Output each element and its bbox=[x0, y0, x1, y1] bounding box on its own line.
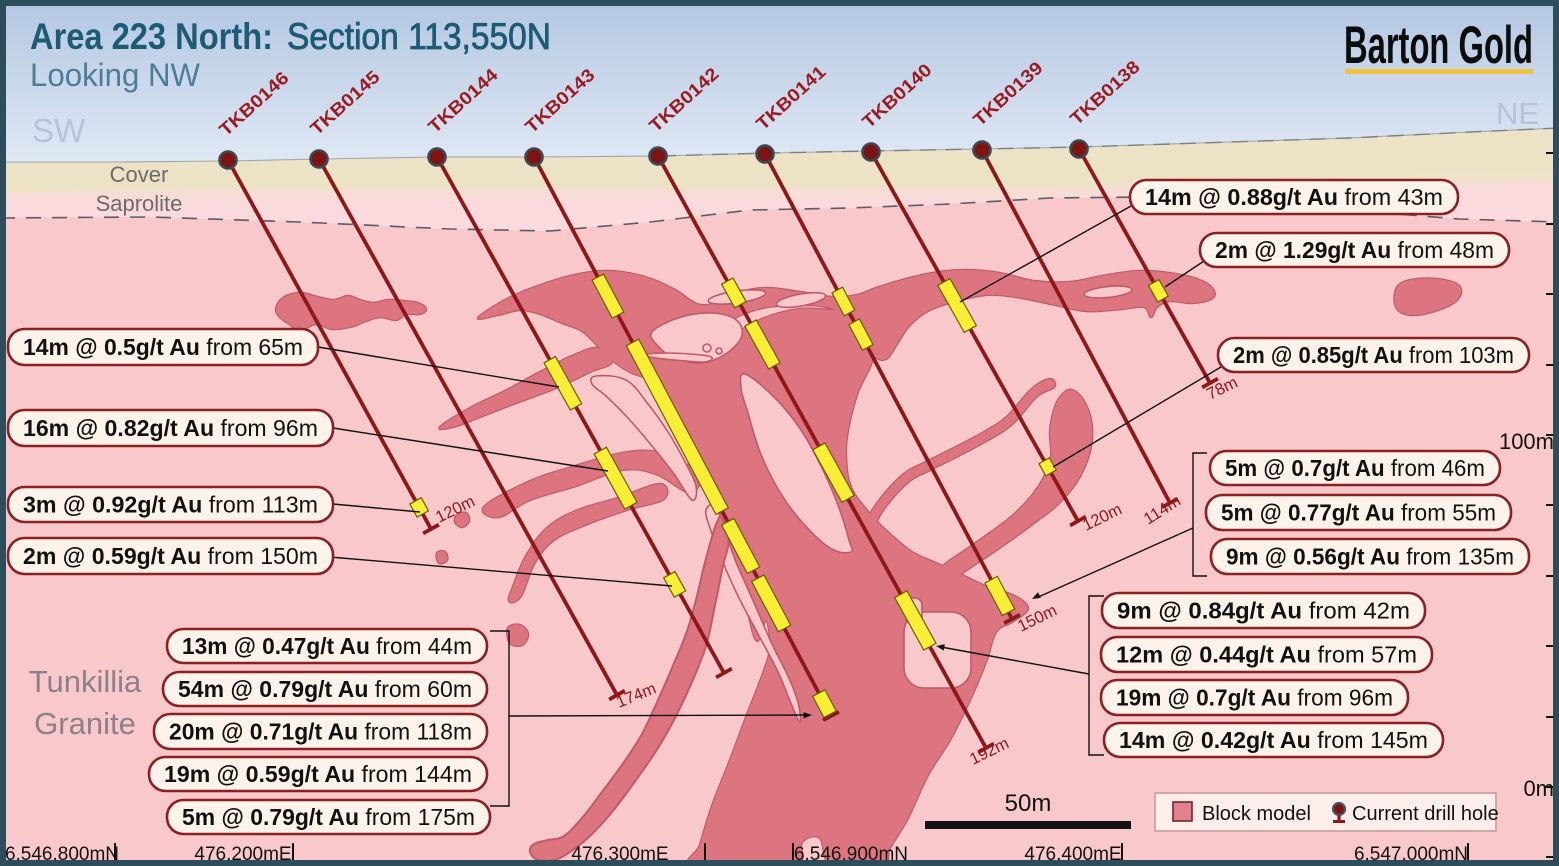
svg-text:16m @ 0.82g/t Au from 96m: 16m @ 0.82g/t Au from 96m bbox=[23, 415, 318, 441]
svg-text:9m @ 0.56g/t Au from 135m: 9m @ 0.56g/t Au from 135m bbox=[1226, 544, 1514, 570]
svg-text:Section 113,550N: Section 113,550N bbox=[287, 16, 551, 57]
svg-text:12m @ 0.44g/t Au from 57m: 12m @ 0.44g/t Au from 57m bbox=[1116, 642, 1417, 668]
svg-text:6,546,800mN: 6,546,800mN bbox=[5, 844, 119, 865]
svg-text:Looking NW: Looking NW bbox=[30, 57, 201, 93]
svg-text:2m @ 0.85g/t Au from 103m: 2m @ 0.85g/t Au from 103m bbox=[1233, 342, 1514, 368]
svg-text:5m @ 0.77g/t Au from 55m: 5m @ 0.77g/t Au from 55m bbox=[1221, 500, 1496, 526]
svg-text:19m @ 0.59g/t Au from 144m: 19m @ 0.59g/t Au from 144m bbox=[164, 761, 472, 787]
svg-text:Block model: Block model bbox=[1202, 803, 1311, 825]
svg-text:20m @ 0.71g/t Au from 118m: 20m @ 0.71g/t Au from 118m bbox=[169, 719, 472, 745]
svg-text:2m @ 1.29g/t Au from 48m: 2m @ 1.29g/t Au from 48m bbox=[1215, 237, 1494, 263]
svg-text:14m @ 0.5g/t Au from 65m: 14m @ 0.5g/t Au from 65m bbox=[23, 334, 303, 360]
svg-text:476,400mE: 476,400mE bbox=[1024, 844, 1121, 865]
svg-text:Current drill hole: Current drill hole bbox=[1352, 803, 1499, 825]
svg-text:Saprolite: Saprolite bbox=[96, 191, 183, 216]
svg-text:Cover: Cover bbox=[110, 162, 169, 187]
svg-text:NE: NE bbox=[1496, 96, 1539, 131]
svg-text:0m: 0m bbox=[1523, 776, 1554, 801]
svg-text:5m @ 0.7g/t Au from 46m: 5m @ 0.7g/t Au from 46m bbox=[1225, 455, 1485, 481]
svg-text:19m @ 0.7g/t Au from 96m: 19m @ 0.7g/t Au from 96m bbox=[1116, 685, 1393, 711]
svg-text:2m @ 0.59g/t Au from 150m: 2m @ 0.59g/t Au from 150m bbox=[23, 543, 318, 569]
svg-text:14m @ 0.42g/t Au from 145m: 14m @ 0.42g/t Au from 145m bbox=[1119, 727, 1428, 753]
svg-text:476,200mE: 476,200mE bbox=[194, 844, 291, 865]
svg-text:13m @ 0.47g/t Au from 44m: 13m @ 0.47g/t Au from 44m bbox=[182, 633, 472, 659]
svg-text:54m @ 0.79g/t Au from 60m: 54m @ 0.79g/t Au from 60m bbox=[178, 676, 472, 702]
svg-text:100m: 100m bbox=[1499, 429, 1554, 454]
svg-text:50m: 50m bbox=[1005, 790, 1052, 817]
svg-text:9m @ 0.84g/t Au from 42m: 9m @ 0.84g/t Au from 42m bbox=[1117, 598, 1410, 624]
svg-text:Barton Gold: Barton Gold bbox=[1344, 16, 1533, 75]
svg-text:3m @ 0.92g/t Au from 113m: 3m @ 0.92g/t Au from 113m bbox=[23, 492, 318, 518]
svg-text:Area 223 North:: Area 223 North: bbox=[30, 16, 273, 57]
svg-text:Tunkillia: Tunkillia bbox=[29, 664, 142, 699]
svg-text:14m @ 0.88g/t Au from 43m: 14m @ 0.88g/t Au from 43m bbox=[1145, 184, 1443, 210]
svg-text:Granite: Granite bbox=[34, 706, 136, 741]
svg-text:5m @ 0.79g/t Au from 175m: 5m @ 0.79g/t Au from 175m bbox=[182, 804, 475, 830]
svg-text:6,546,900mN: 6,546,900mN bbox=[794, 844, 908, 865]
svg-text:SW: SW bbox=[32, 112, 86, 149]
svg-text:476,300mE: 476,300mE bbox=[571, 844, 668, 865]
svg-text:6,547,000mN: 6,547,000mN bbox=[1354, 844, 1468, 865]
